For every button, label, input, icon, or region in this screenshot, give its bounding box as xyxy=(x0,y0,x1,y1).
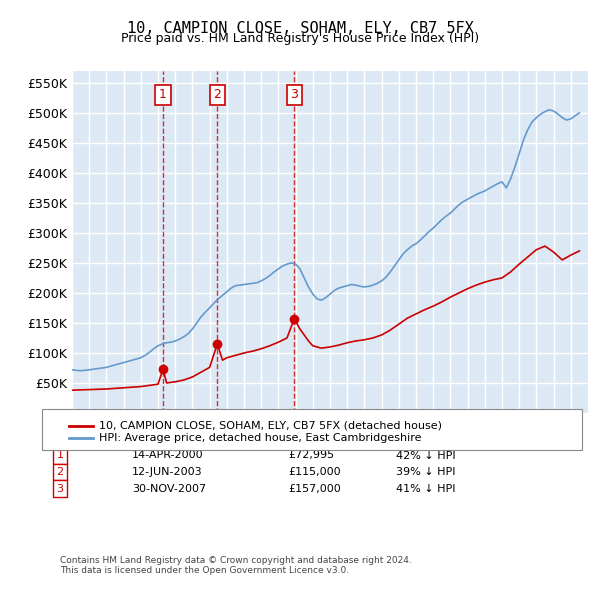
Text: 30-NOV-2007: 30-NOV-2007 xyxy=(132,484,206,493)
Text: Price paid vs. HM Land Registry's House Price Index (HPI): Price paid vs. HM Land Registry's House … xyxy=(121,32,479,45)
Text: HPI: Average price, detached house, East Cambridgeshire: HPI: Average price, detached house, East… xyxy=(99,433,421,442)
Text: 3: 3 xyxy=(290,88,298,101)
Text: 39% ↓ HPI: 39% ↓ HPI xyxy=(396,467,455,477)
Text: 2: 2 xyxy=(56,467,64,477)
Text: 10, CAMPION CLOSE, SOHAM, ELY, CB7 5FX: 10, CAMPION CLOSE, SOHAM, ELY, CB7 5FX xyxy=(127,21,473,35)
Text: 42% ↓ HPI: 42% ↓ HPI xyxy=(396,451,455,460)
Text: 2: 2 xyxy=(214,88,221,101)
Text: 41% ↓ HPI: 41% ↓ HPI xyxy=(396,484,455,493)
Text: 1: 1 xyxy=(56,451,64,460)
Text: £72,995: £72,995 xyxy=(288,451,334,460)
Text: Contains HM Land Registry data © Crown copyright and database right 2024.
This d: Contains HM Land Registry data © Crown c… xyxy=(60,556,412,575)
Text: 14-APR-2000: 14-APR-2000 xyxy=(132,451,203,460)
Text: 1: 1 xyxy=(159,88,167,101)
Text: £115,000: £115,000 xyxy=(288,467,341,477)
Text: £157,000: £157,000 xyxy=(288,484,341,493)
Text: 3: 3 xyxy=(56,484,64,493)
Text: 12-JUN-2003: 12-JUN-2003 xyxy=(132,467,203,477)
Text: 10, CAMPION CLOSE, SOHAM, ELY, CB7 5FX (detached house): 10, CAMPION CLOSE, SOHAM, ELY, CB7 5FX (… xyxy=(99,421,442,431)
